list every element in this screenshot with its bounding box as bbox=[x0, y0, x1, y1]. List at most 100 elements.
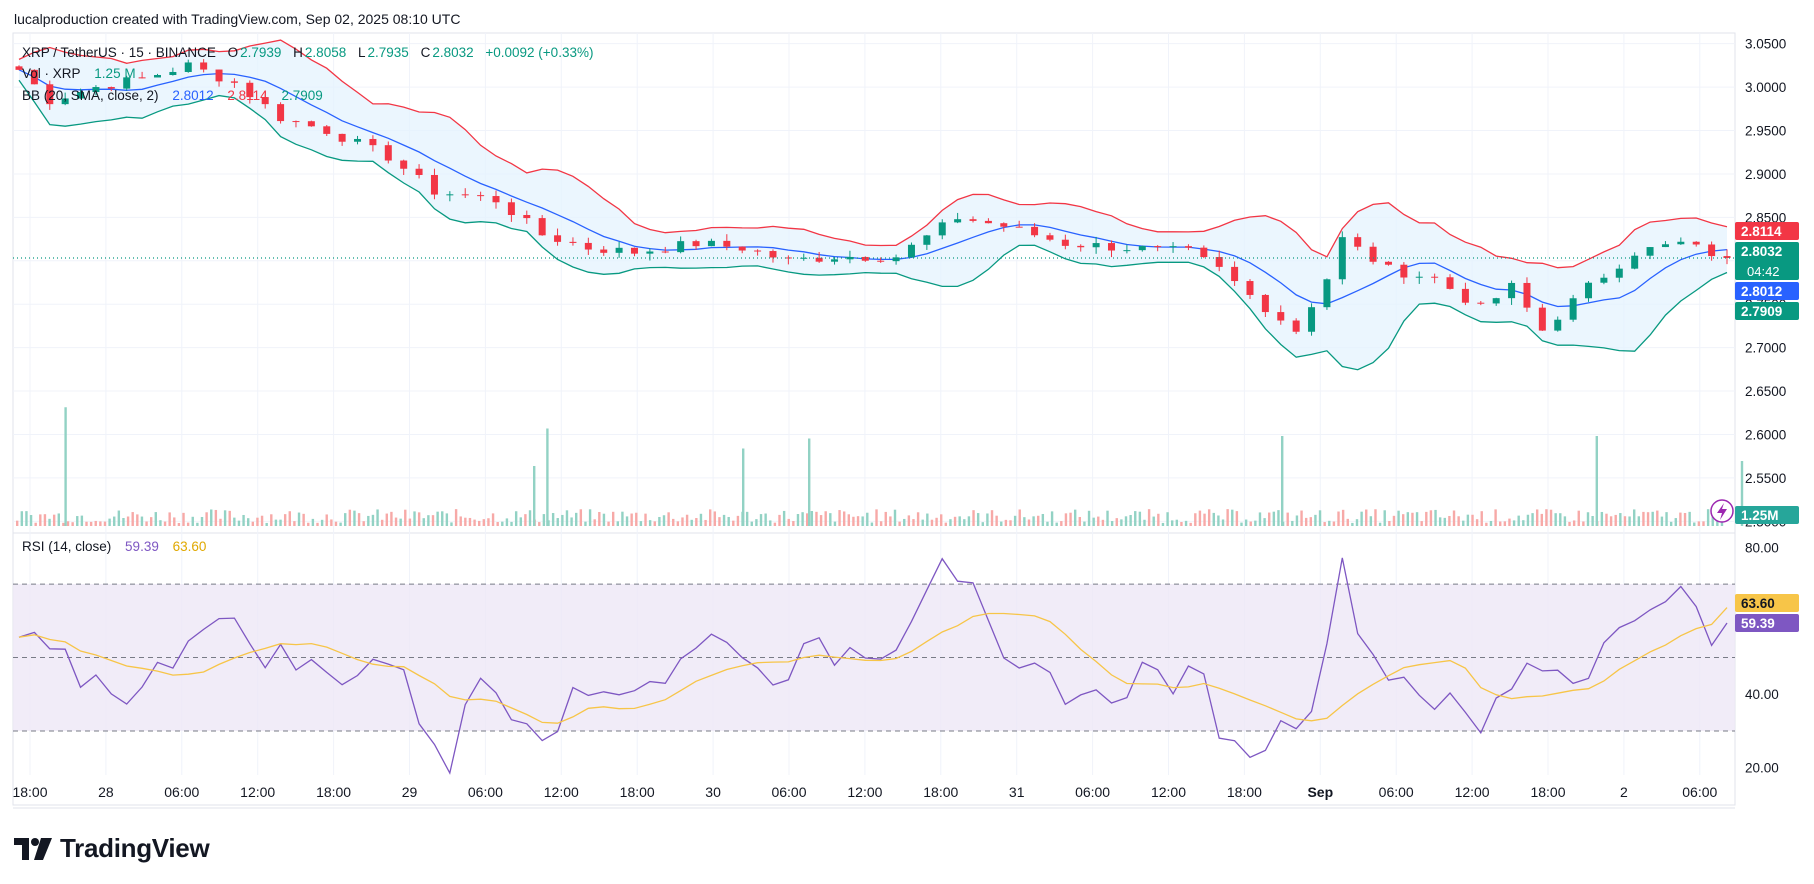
volume-bar bbox=[316, 522, 319, 526]
volume-legend[interactable]: Vol · XRP 1.25 M bbox=[22, 66, 138, 81]
candle-body bbox=[1431, 276, 1439, 278]
last-price-badge: 2.8032 04:42 bbox=[1735, 242, 1799, 280]
price-tick-label: 3.0500 bbox=[1745, 37, 1786, 52]
volume-badge-bg bbox=[1735, 506, 1799, 524]
candle bbox=[277, 102, 285, 124]
volume-bar bbox=[949, 519, 952, 526]
volume-bar bbox=[496, 522, 499, 526]
volume-bar bbox=[62, 522, 65, 526]
candle-body bbox=[584, 242, 592, 250]
time-tick-label: 18:00 bbox=[923, 784, 958, 800]
volume-bar bbox=[787, 518, 790, 526]
volume-bar bbox=[847, 514, 850, 526]
volume-bar bbox=[685, 514, 689, 526]
time-tick-label: 18:00 bbox=[1530, 784, 1565, 800]
candle bbox=[1061, 234, 1069, 250]
candle-body bbox=[1031, 226, 1039, 236]
volume-bar bbox=[967, 516, 971, 526]
volume-bar bbox=[1023, 517, 1026, 526]
volume-bar bbox=[1605, 513, 1608, 526]
volume-bar bbox=[1041, 513, 1045, 526]
candle-body bbox=[292, 121, 300, 123]
volume-bar bbox=[533, 466, 536, 526]
volume-bar bbox=[1651, 511, 1654, 526]
close-value: 2.8032 bbox=[432, 45, 474, 60]
candle bbox=[1508, 280, 1516, 305]
volume-bar bbox=[1231, 509, 1234, 526]
volume-bar bbox=[584, 521, 587, 526]
volume-bar bbox=[718, 517, 721, 526]
volume-bar bbox=[815, 511, 818, 526]
volume-bar bbox=[43, 514, 47, 526]
candle-body bbox=[1200, 247, 1208, 258]
candle bbox=[123, 75, 131, 91]
volume-bar bbox=[1591, 516, 1594, 526]
flash-icon[interactable] bbox=[1710, 499, 1734, 523]
volume-bar bbox=[1706, 509, 1710, 526]
candle bbox=[969, 216, 977, 223]
volume-bar bbox=[1032, 516, 1035, 526]
tradingview-wordmark: TradingView bbox=[60, 833, 210, 863]
volume-bar bbox=[621, 511, 624, 526]
volume-bar bbox=[1346, 518, 1349, 526]
volume-bar bbox=[330, 519, 333, 526]
bb-basis-badge: 2.8012 bbox=[1735, 282, 1799, 300]
volume-bar bbox=[1337, 511, 1340, 526]
volume-bar bbox=[1471, 514, 1474, 526]
volume-bar bbox=[782, 510, 786, 526]
volume-bar bbox=[1586, 512, 1590, 526]
volume-bar bbox=[972, 510, 975, 526]
candle bbox=[1631, 252, 1639, 270]
volume-bar bbox=[487, 518, 490, 526]
time-tick-label: 06:00 bbox=[164, 784, 199, 800]
volume-bar bbox=[126, 516, 130, 526]
candle-body bbox=[400, 160, 408, 169]
volume-bar bbox=[214, 509, 218, 526]
volume-bar bbox=[1438, 517, 1442, 526]
candle bbox=[1200, 245, 1208, 259]
volume-bar bbox=[89, 521, 93, 526]
volume-bar bbox=[1378, 522, 1382, 526]
candle-body bbox=[1138, 246, 1146, 251]
volume-bar bbox=[884, 511, 887, 526]
volume-bar bbox=[339, 522, 342, 526]
volume-bar bbox=[1609, 516, 1613, 526]
volume-bar bbox=[667, 512, 670, 526]
time-tick-label: 18:00 bbox=[12, 784, 47, 800]
candle bbox=[169, 67, 177, 76]
volume-bar bbox=[861, 516, 864, 526]
candle bbox=[1261, 294, 1269, 317]
volume-bar bbox=[334, 521, 338, 526]
volume-bar bbox=[251, 521, 255, 526]
rsi-legend[interactable]: RSI (14, close) 59.39 63.60 bbox=[22, 539, 208, 554]
volume-bar bbox=[1415, 512, 1419, 526]
volume-bar bbox=[1429, 510, 1433, 526]
candle-body bbox=[1661, 244, 1669, 248]
volume-bar bbox=[182, 512, 185, 526]
volume-bar bbox=[52, 514, 56, 526]
volume-bar bbox=[838, 510, 841, 526]
volume-bar bbox=[852, 516, 855, 526]
volume-bar bbox=[302, 513, 305, 526]
candle bbox=[1569, 294, 1577, 322]
candle bbox=[815, 251, 823, 263]
volume-bar bbox=[713, 511, 717, 526]
symbol-label[interactable]: XRP / TetherUS · 15 · BINANCE bbox=[22, 45, 216, 60]
volume-bar bbox=[1281, 436, 1284, 526]
candle bbox=[907, 242, 915, 258]
volume-bar bbox=[1083, 521, 1086, 526]
bb-legend[interactable]: BB (20, SMA, close, 2) 2.8012 2.8114 2.7… bbox=[22, 88, 325, 103]
volume-bar bbox=[427, 515, 430, 526]
volume-bar bbox=[1466, 514, 1470, 526]
volume-bar bbox=[436, 511, 439, 526]
volume-bar bbox=[1078, 516, 1081, 526]
volume-bar bbox=[1383, 510, 1386, 526]
volume-bar bbox=[1304, 517, 1308, 526]
tradingview-logo: TradingView bbox=[14, 833, 210, 864]
time-tick-label: 12:00 bbox=[544, 784, 579, 800]
volume-bar bbox=[501, 521, 504, 526]
candle bbox=[1292, 318, 1300, 335]
time-tick-label: 06:00 bbox=[468, 784, 503, 800]
candle-body bbox=[861, 256, 869, 261]
